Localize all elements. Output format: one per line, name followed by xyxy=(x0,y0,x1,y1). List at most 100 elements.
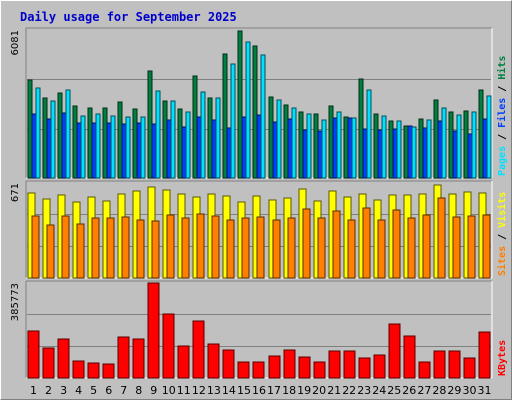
bar xyxy=(298,111,304,179)
day-tick-label: 4 xyxy=(75,384,82,397)
bar xyxy=(72,105,78,179)
bar xyxy=(463,357,476,379)
bar xyxy=(452,130,458,179)
bar xyxy=(166,119,172,179)
bar xyxy=(61,112,67,179)
bar xyxy=(136,122,142,179)
bar xyxy=(332,117,338,179)
bar xyxy=(302,129,308,179)
bar xyxy=(211,215,220,279)
bar xyxy=(106,122,112,179)
bar xyxy=(72,360,85,379)
bar xyxy=(57,92,63,179)
bar xyxy=(302,208,311,279)
day-tick-label: 10 xyxy=(162,384,176,397)
bar xyxy=(155,90,161,179)
bar xyxy=(343,350,356,379)
bar xyxy=(140,116,146,179)
day-tick-label: 5 xyxy=(90,384,97,397)
bar xyxy=(362,207,371,279)
bar xyxy=(486,95,492,179)
bar xyxy=(170,100,176,179)
bar xyxy=(166,214,175,279)
bar xyxy=(478,89,484,179)
bar xyxy=(222,53,228,179)
day-tick-label: 20 xyxy=(312,384,326,397)
day-tick-label: 2 xyxy=(45,384,52,397)
bar xyxy=(358,357,371,379)
bar xyxy=(65,89,71,179)
bar xyxy=(328,105,334,179)
bar xyxy=(177,108,183,179)
bar xyxy=(317,130,323,179)
bar xyxy=(313,361,326,379)
day-tick-label: 6 xyxy=(105,384,112,397)
bar xyxy=(125,116,131,179)
ymax-label: 671 xyxy=(10,183,21,202)
bar xyxy=(200,91,206,179)
bar xyxy=(418,118,424,179)
series-hits-files-pages-0 xyxy=(27,30,484,179)
bar xyxy=(132,338,145,379)
bar xyxy=(441,107,447,179)
bar xyxy=(418,361,431,379)
bar xyxy=(46,118,52,179)
bar xyxy=(433,350,446,379)
bar xyxy=(181,217,190,279)
bar xyxy=(35,87,41,179)
bar xyxy=(433,99,439,179)
bar xyxy=(136,219,145,279)
bar xyxy=(226,219,235,279)
legend-entry: Visits xyxy=(496,192,508,228)
day-tick-label: 23 xyxy=(357,384,371,397)
bar xyxy=(377,129,383,179)
bar xyxy=(437,120,443,179)
bar xyxy=(117,101,123,179)
day-tick-label: 19 xyxy=(297,384,311,397)
bar xyxy=(321,119,327,179)
bar xyxy=(317,217,326,279)
bar xyxy=(373,113,379,179)
bar xyxy=(260,54,266,179)
bar xyxy=(215,97,221,179)
bar xyxy=(110,115,116,179)
bar xyxy=(306,113,312,179)
bar xyxy=(91,122,97,179)
bar xyxy=(151,123,157,179)
bar xyxy=(403,125,409,179)
bar xyxy=(268,355,281,379)
bar xyxy=(482,118,488,179)
bar xyxy=(147,282,160,379)
bar xyxy=(351,117,357,179)
bar xyxy=(181,126,187,179)
day-tick-label: 7 xyxy=(120,384,127,397)
day-tick-label: 25 xyxy=(387,384,401,397)
bar xyxy=(422,214,431,279)
bar xyxy=(132,108,138,179)
bar xyxy=(272,219,281,279)
bar xyxy=(392,128,398,179)
day-tick-label: 1 xyxy=(30,384,37,397)
bar xyxy=(366,89,372,179)
bar xyxy=(80,115,86,179)
bar xyxy=(61,215,70,279)
bar xyxy=(388,120,394,179)
bar xyxy=(358,78,364,179)
bar xyxy=(76,122,82,179)
day-tick-label: 29 xyxy=(447,384,461,397)
bar xyxy=(162,100,168,179)
series-kbytes-0 xyxy=(27,282,491,379)
legend-visits-sites: Sites / Visits xyxy=(496,192,508,276)
bar xyxy=(283,349,296,379)
bar xyxy=(207,343,220,379)
day-tick-label: 26 xyxy=(402,384,416,397)
bar xyxy=(76,223,85,279)
bar xyxy=(467,133,473,179)
legend-entry: / xyxy=(497,128,508,146)
bar xyxy=(222,349,235,379)
legend-kbytes: KBytes xyxy=(497,340,508,376)
bar xyxy=(448,350,461,379)
bar xyxy=(162,313,175,379)
bar xyxy=(426,119,432,179)
